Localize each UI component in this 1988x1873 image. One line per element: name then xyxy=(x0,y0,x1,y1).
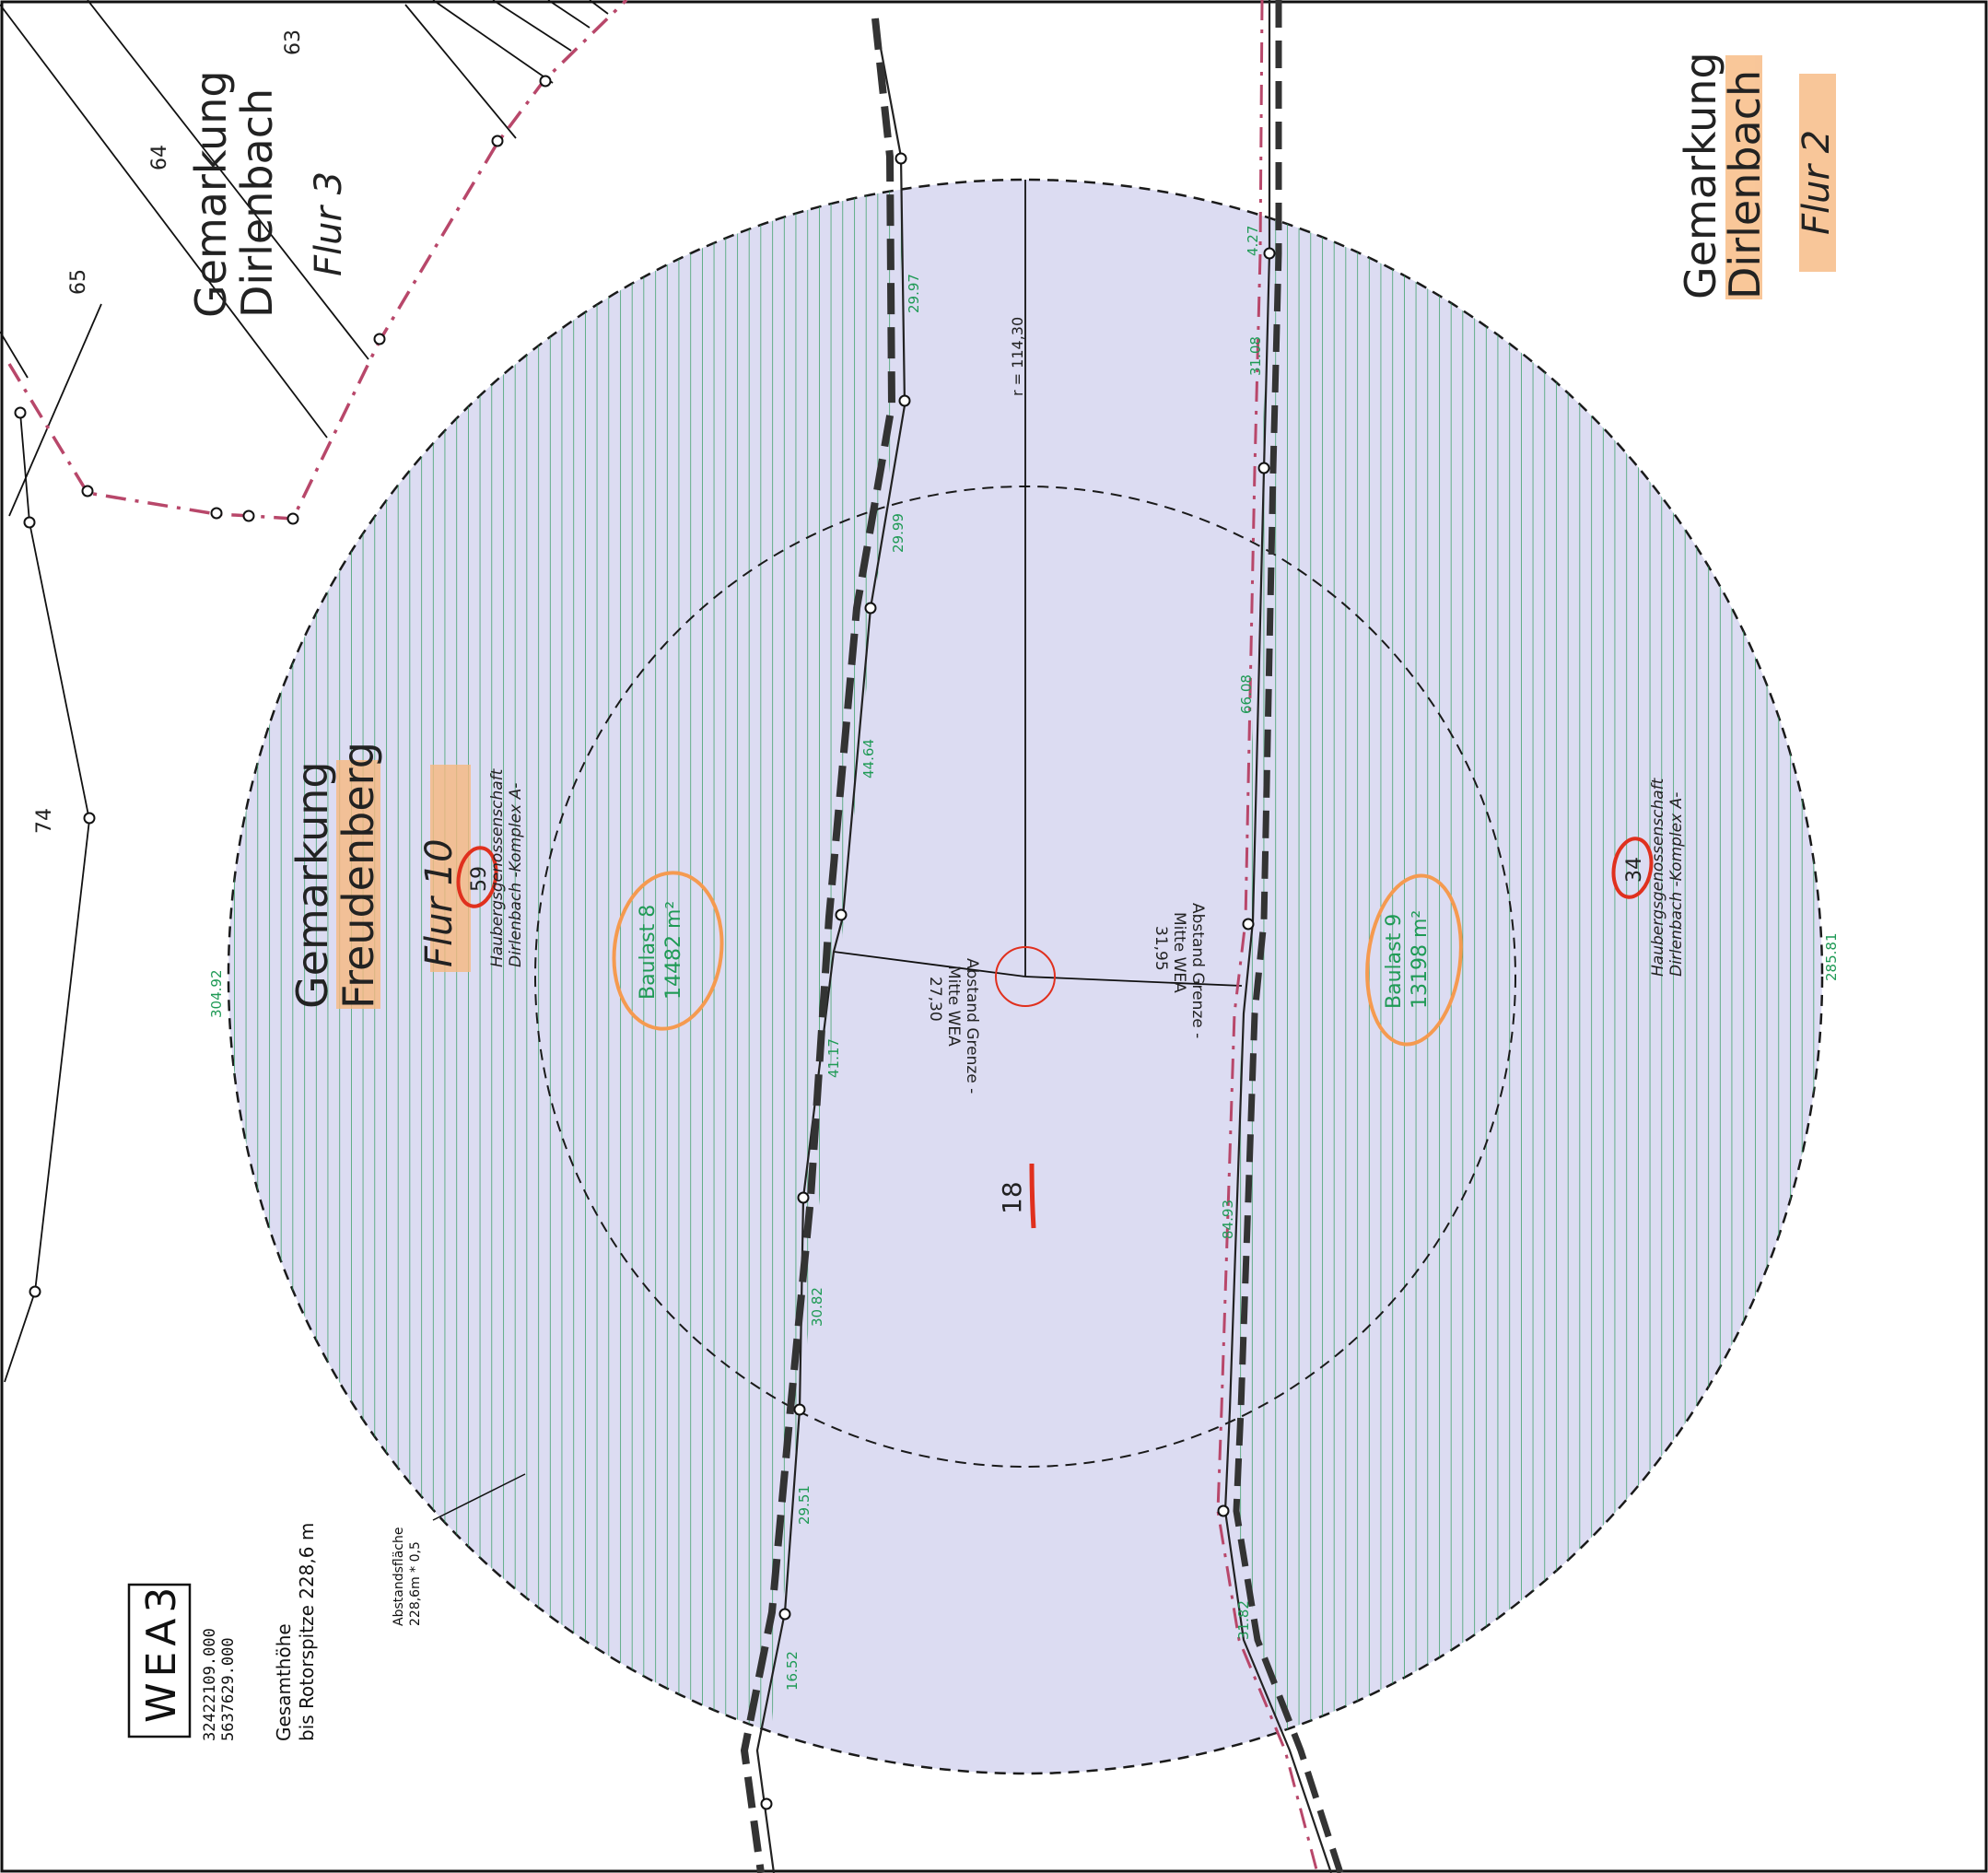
distance-left-line1: Abstand Grenze - xyxy=(963,958,981,1094)
segment-length-s12: 66.08 xyxy=(1238,674,1255,714)
segment-length-s1: 304.92 xyxy=(208,970,225,1019)
parcel-64: 64 xyxy=(148,145,171,170)
parcel-59: 59 xyxy=(468,866,491,892)
wea-northing: 5637629.000 xyxy=(219,1637,238,1741)
highlight-marks xyxy=(336,55,1836,1009)
parcel-34-circle xyxy=(1611,837,1654,899)
gemarkung-border-right xyxy=(1216,0,1319,1873)
radius-label: r = 114,30 xyxy=(1009,317,1026,396)
parcel-18: 18 xyxy=(997,1181,1027,1214)
upper-left-points xyxy=(14,75,552,1298)
distance-right-value: 31,95 xyxy=(1152,926,1170,971)
owner-right-line1: Haubergsgenossenschaft xyxy=(1649,777,1667,977)
parcel-74: 74 xyxy=(33,808,56,834)
gemarkung-flur10-line3: Flur 10 xyxy=(418,838,461,967)
baulast-9-title: Baulast 9 xyxy=(1383,914,1406,1009)
boundary-points xyxy=(760,152,1276,1810)
road-boundary-left-dash xyxy=(740,18,896,1873)
owner-left-line2: Dirlenbach -Komplex A- xyxy=(507,783,525,967)
baulast-8-ellipse xyxy=(612,871,724,1031)
owner-right-line2: Dirlenbach -Komplex A- xyxy=(1667,792,1686,977)
parcel-65: 65 xyxy=(67,269,90,295)
abstandsflaeche-line2: 228,6m * 0,5 xyxy=(408,1541,423,1626)
parcel-34: 34 xyxy=(1623,857,1646,883)
segment-length-s9: 16.52 xyxy=(784,1651,801,1691)
abstandsflaeche-line1: Abstandsfläche xyxy=(392,1528,406,1626)
baulast-9-ellipse xyxy=(1365,873,1463,1047)
wea-label-box xyxy=(127,1583,192,1738)
segment-length-s6: 41.17 xyxy=(825,1038,842,1078)
segment-length-s11: 31.08 xyxy=(1247,336,1264,376)
gemarkung-flur2-line2: Dirlenbach xyxy=(1720,70,1770,299)
distance-line-right xyxy=(1024,976,1243,987)
gemarkung-flur3-line1: Gemarkung xyxy=(186,70,236,318)
distance-left-value: 27,30 xyxy=(926,977,944,1022)
segment-length-s4: 29.99 xyxy=(890,513,906,553)
abstandsflaeche-pointer xyxy=(432,1473,526,1521)
parcel-63: 63 xyxy=(282,29,305,55)
segment-length-s7: 30.82 xyxy=(809,1287,825,1327)
gemarkung-flur3-line3: Flur 3 xyxy=(308,171,350,276)
segment-length-s8: 29.51 xyxy=(796,1485,813,1525)
parcel-59-circle xyxy=(456,846,498,908)
road-boundary-left xyxy=(755,18,906,1873)
gemarkung-flur2-line1: Gemarkung xyxy=(1676,52,1725,299)
distance-right-line2: Mitte WEA xyxy=(1170,912,1188,993)
segment-length-s3: 29.97 xyxy=(906,274,922,313)
segment-length-s13: 84.93 xyxy=(1220,1200,1236,1239)
distance-left-line2: Mitte WEA xyxy=(944,966,963,1047)
segment-length-s10: 4.27 xyxy=(1245,226,1261,256)
baulast-9-area: 13198 m² xyxy=(1409,910,1432,1009)
parcel-18-mark xyxy=(1029,1163,1036,1229)
wea-center-marker xyxy=(995,946,1056,1007)
baulast-8-title: Baulast 8 xyxy=(637,905,660,1000)
wea-name: WEA3 xyxy=(138,1582,185,1723)
gemarkung-flur10-line2: Freudenberg xyxy=(333,742,383,1009)
distance-line-left xyxy=(833,951,1026,977)
owner-left-line1: Haubergsgenossenschaft xyxy=(488,767,507,967)
distance-right-line1: Abstand Grenze - xyxy=(1188,903,1207,1038)
gemarkung-flur10-line1: Gemarkung xyxy=(287,761,337,1009)
segment-length-s5: 44.64 xyxy=(860,739,877,778)
wea-easting: 32422109.000 xyxy=(201,1628,219,1741)
wea-height-line1: Gesamthöhe xyxy=(273,1623,295,1741)
gemarkung-flur3-line2: Dirlenbach xyxy=(232,88,282,318)
wea-height-line2: bis Rotorspitze 228,6 m xyxy=(296,1523,318,1741)
parcel-boundary-right xyxy=(1223,0,1333,1873)
gemarkung-flur2-line3: Flur 2 xyxy=(1795,130,1838,235)
segment-length-s2: 285.81 xyxy=(1823,933,1840,982)
baulast-8-area: 14482 m² xyxy=(662,901,685,1000)
hatch-right-parcel xyxy=(1230,180,1822,1773)
segment-length-s14: 31.82 xyxy=(1235,1600,1252,1640)
